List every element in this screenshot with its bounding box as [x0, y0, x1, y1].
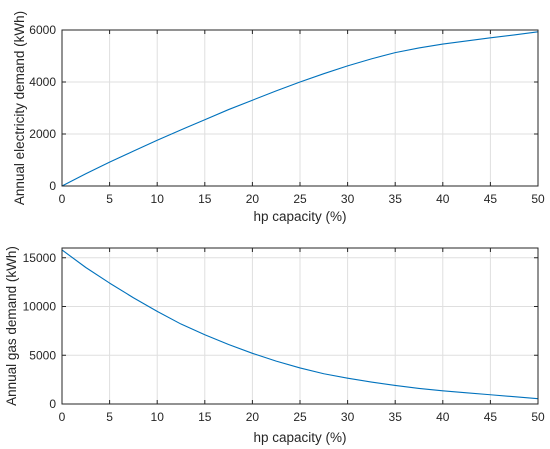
- x-tick-label: 15: [198, 192, 212, 206]
- y-tick-label: 0: [49, 397, 56, 411]
- x-axis-label: hp capacity (%): [253, 430, 346, 445]
- y-tick-label: 5000: [29, 348, 56, 362]
- x-tick-label: 40: [436, 410, 450, 424]
- x-tick-label: 10: [151, 410, 165, 424]
- x-tick-label: 45: [484, 192, 498, 206]
- x-tick-label: 0: [59, 410, 66, 424]
- gas-demand-plot: 0 5 10 15 20 25 30 35 40 45 50 0 5000 10000 15000 hp ca…: [4, 246, 545, 445]
- y-tick-label: 15000: [23, 251, 57, 265]
- x-tick-label: 15: [198, 410, 212, 424]
- y-axis-label: Annual electricity demand (kWh): [12, 11, 27, 205]
- series-line: [61, 249, 539, 400]
- x-tick-label: 10: [151, 192, 165, 206]
- x-axis-label: hp capacity (%): [253, 209, 346, 224]
- x-tick-label: 5: [106, 192, 113, 206]
- x-tick-label: 20: [246, 192, 260, 206]
- x-tick-label: 5: [106, 410, 113, 424]
- series-line: [61, 31, 539, 187]
- electricity-demand-plot: 0 5 10 15 20 25 30 35 40 45 50 0 2000 4000 6000 hp capa…: [12, 11, 545, 224]
- x-tick-label: 25: [293, 192, 307, 206]
- y-tick-label: 4000: [29, 75, 56, 89]
- x-tick-label: 50: [531, 410, 545, 424]
- x-tick-label: 35: [389, 410, 403, 424]
- y-tick-label: 6000: [29, 23, 56, 37]
- x-tick-label: 50: [531, 192, 545, 206]
- x-tick-label: 45: [484, 410, 498, 424]
- x-tick-label: 40: [436, 192, 450, 206]
- x-tick-label: 35: [389, 192, 403, 206]
- y-axis-label: Annual gas demand (kWh): [4, 246, 19, 406]
- x-tick-label: 25: [293, 410, 307, 424]
- y-tick-label: 2000: [29, 127, 56, 141]
- x-tick-label: 20: [246, 410, 260, 424]
- y-tick-label: 0: [49, 179, 56, 193]
- x-tick-label: 0: [59, 192, 66, 206]
- x-tick-label: 30: [341, 192, 355, 206]
- y-tick-label: 10000: [23, 300, 57, 314]
- x-tick-label: 30: [341, 410, 355, 424]
